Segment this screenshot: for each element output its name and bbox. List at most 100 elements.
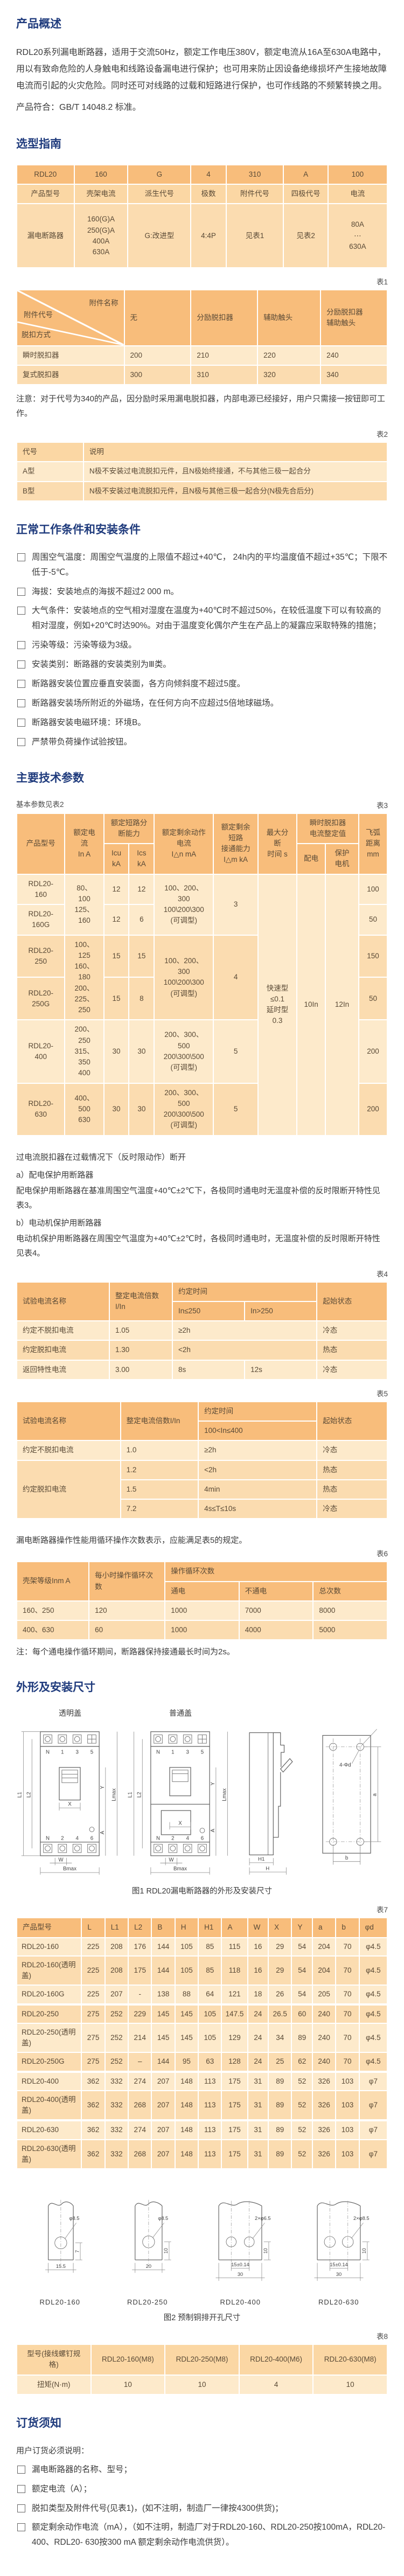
- table3-tag: 表3: [376, 801, 388, 810]
- t7-cell: 121: [221, 1985, 248, 2005]
- side-view: H1 H: [237, 1721, 304, 1879]
- t3-header: 飞弧距离 mm: [358, 812, 388, 875]
- t4-cell: ≥2h: [171, 1320, 318, 1341]
- t7-cell: 207: [151, 2090, 176, 2121]
- model-label-cell: 极数: [190, 183, 227, 205]
- t1-row-name: 瞬时脱扣器: [16, 345, 125, 366]
- diagonal-lines: [17, 290, 124, 345]
- t7-cell: 31: [247, 2070, 269, 2091]
- busbar-160: φ8.5 7 15.5 RDL20-160: [22, 2191, 97, 2306]
- t5-header: 试验电流名称: [16, 1401, 121, 1442]
- table-row: 400、630 60 1000 4000 5000: [16, 1620, 388, 1641]
- t7-cell: 63: [198, 2052, 222, 2072]
- t7-header: φd: [358, 1917, 388, 1938]
- t7-cell: 225: [81, 1937, 106, 1957]
- t7-cell: 29: [268, 1955, 292, 1986]
- condition-text: 大气条件：安装地点的空气相对湿度在温度为+40℃时不超过50%，在较低温度下可以…: [32, 606, 381, 631]
- t4-cell: 冷态: [316, 1320, 388, 1341]
- svg-text:N: N: [46, 1750, 50, 1756]
- t7-cell: 332: [104, 2119, 129, 2140]
- t4-cell: 12s: [244, 1359, 318, 1380]
- t5-header: 约定时间: [198, 1401, 318, 1422]
- t3-subheader: Ics kA: [128, 843, 155, 875]
- t7-cell: 332: [104, 2090, 129, 2121]
- t7-cell: 52: [291, 2070, 313, 2091]
- t7-cell: 207: [104, 1985, 129, 2005]
- t7-cell: 144: [151, 1937, 176, 1957]
- t7-cell: 129: [221, 2022, 248, 2053]
- table6-tag: 表6: [376, 1550, 388, 1558]
- t8-header: 型号(接线螺钉规格): [16, 2344, 92, 2376]
- t4-cell: 约定不脱扣电流: [16, 1320, 110, 1341]
- condition-text: 安装类别：断路器的安装类别为Ⅲ类。: [32, 660, 171, 670]
- t7-cell: 103: [335, 2139, 360, 2170]
- model-code-table: RDL20 160 G 4 310 A 100 产品型号 壳架电流 派生代号 极数 附件代号 四极代号…: [16, 164, 388, 269]
- t7-cell: 144: [151, 1955, 176, 1986]
- model-code-cell: A: [283, 164, 329, 185]
- table-row: 160、250 120 1000 7000 8000: [16, 1600, 388, 1621]
- table-row: RDL20-250(透明盖) 275 252 214 145 145 105 1…: [16, 2022, 388, 2053]
- t2-header: 说明: [82, 441, 388, 463]
- t7-cell: 105: [174, 1937, 199, 1957]
- t7-cell: 26.5: [268, 2003, 292, 2024]
- t7-cell: 105: [174, 1955, 199, 1986]
- t3-cell: 50: [358, 904, 388, 936]
- t6-subheader: 不通电: [238, 1581, 314, 1602]
- svg-text:L1: L1: [128, 1792, 134, 1798]
- t7-cell: φ4.5: [358, 1985, 388, 2005]
- t7-header: X: [268, 1917, 292, 1938]
- t7-cell: 64: [198, 1985, 222, 2005]
- ordering-list: 漏电断路器的名称、型号； 额定电流（A）； 脱扣类型及附件代号(见表1)，(如不…: [16, 2462, 388, 2550]
- svg-text:10: 10: [163, 2248, 169, 2253]
- t7-cell: φ7: [358, 2090, 388, 2121]
- svg-text:3: 3: [186, 1750, 189, 1756]
- t7-cell: 25: [268, 2052, 292, 2072]
- model-value-cell: 漏电断路器: [16, 203, 75, 269]
- t7-header: A: [221, 1917, 248, 1938]
- t7-cell: 145: [174, 2003, 199, 2024]
- torque-table: 型号(接线螺钉规格) RDL20-160(M8) RDL20-250(M8) RDL…: [16, 2344, 388, 2395]
- front-view-plain: 普通盖 N 1 3 5: [127, 1708, 234, 1879]
- t1-cell: 300: [123, 364, 192, 386]
- t1-col-header: 辅助触头: [257, 289, 322, 346]
- t7-cell: 268: [128, 2139, 152, 2170]
- svg-text:Lmax: Lmax: [221, 1788, 227, 1801]
- front-view-transparent-drawing: N 1 3 5 X N 2 4 6: [17, 1731, 117, 1875]
- motor-trip-table: 试验电流名称 整定电流倍数I/In 约定时间 起始状态 100<In≤400 约…: [16, 1401, 388, 1520]
- t7-cell: 138: [151, 1985, 176, 2005]
- t3-cell: 15: [103, 934, 130, 978]
- svg-text:4: 4: [75, 1836, 79, 1842]
- table-row: B型 N极不安装过电流脱扣元件，且N极与其他三极一起合分(N极先合后分): [16, 481, 388, 502]
- t5-cell: 4s≤T≤10s: [198, 1499, 318, 1520]
- table-row: RDL20-160G 12 6 50: [16, 904, 388, 936]
- t1-cell: 310: [190, 364, 259, 386]
- condition-text: 断路器安装位置应垂直安装面，各方向倾斜度不超过5度。: [32, 679, 246, 688]
- t5-cell: 7.2: [120, 1499, 199, 1520]
- t7-cell: 70: [335, 1937, 360, 1957]
- torque-value-row: 扭矩(N·m) 10 10 4 10: [16, 2374, 388, 2395]
- t4-subheader: In>250: [244, 1300, 318, 1322]
- svg-text:W: W: [169, 1857, 174, 1863]
- t3-cell: 15: [103, 977, 130, 1021]
- busbar-400: 2×φ6.5 10 15±0.14 30 RDL20-400: [197, 2191, 283, 2306]
- table-row: RDL20-160 80、100 125、160 12 12 100、200、3…: [16, 873, 388, 1136]
- t1-cell: 340: [320, 364, 388, 386]
- t7-cell: 54: [291, 1937, 313, 1957]
- t3-header: 瞬时脱扣器 电流整定值: [296, 812, 359, 845]
- t7-cell: 24: [247, 2003, 269, 2024]
- t7-header: H1: [198, 1917, 222, 1938]
- t7-cell: 326: [311, 2139, 337, 2170]
- table6-note: 注：每个通电操作循环期间，断路器保持接通最长时间为2s。: [16, 1647, 235, 1657]
- t7-cell: 89: [268, 2119, 292, 2140]
- t3-cell: 30: [128, 1019, 155, 1084]
- model-code-cell: RDL20: [16, 164, 75, 185]
- t7-cell: 70: [335, 2022, 360, 2053]
- t4-cell: 8s: [171, 1359, 246, 1380]
- t7-cell: 113: [198, 2070, 222, 2091]
- t7-model: RDL20-400(透明盖): [16, 2090, 82, 2121]
- table-row: 返回特性电流 3.00 8s 12s 冷态: [16, 1359, 388, 1380]
- t7-cell: 362: [81, 2070, 106, 2091]
- t7-cell: 252: [104, 2052, 129, 2072]
